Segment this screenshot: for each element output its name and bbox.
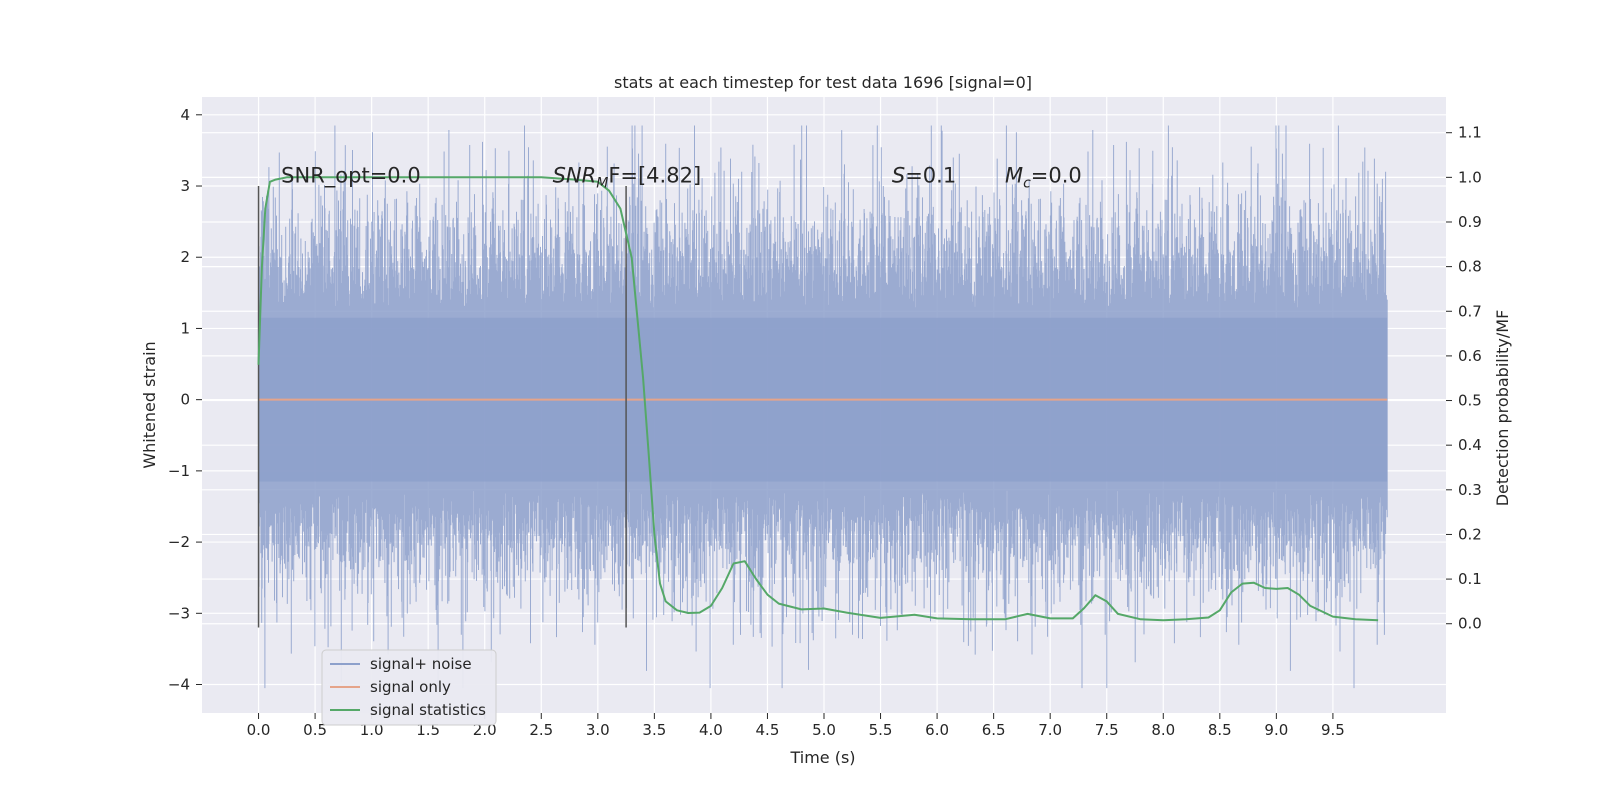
y-right-tick-label: 0.8 <box>1458 258 1482 276</box>
annotation-3: Mc=0.0 <box>1005 163 1082 191</box>
x-tick-label: 5.0 <box>812 721 836 739</box>
x-tick-label: 3.5 <box>642 721 666 739</box>
legend: signal+ noise signal only signal statistic… <box>321 649 497 726</box>
chart-title: stats at each timestep for test data 169… <box>614 73 1032 92</box>
y-left-tick-label: 4 <box>180 106 190 124</box>
y-left-tick-label: −3 <box>168 604 190 622</box>
y-left-tick-label: 0 <box>180 391 190 409</box>
y-left-axis-ticks: −4 −3 −2 −1 0 1 2 3 4 <box>168 106 202 694</box>
legend-label: signal statistics <box>370 701 486 719</box>
x-tick-label: 4.0 <box>699 721 723 739</box>
x-tick-label: 6.5 <box>982 721 1006 739</box>
y-right-tick-label: 0.2 <box>1458 525 1482 543</box>
x-tick-label: 0.5 <box>303 721 327 739</box>
x-tick-label: 9.5 <box>1321 721 1345 739</box>
y-left-tick-label: 1 <box>180 319 190 337</box>
legend-box <box>321 649 497 726</box>
x-tick-label: 8.0 <box>1151 721 1175 739</box>
y-left-tick-label: −2 <box>168 533 190 551</box>
y-right-tick-label: 0.7 <box>1458 302 1482 320</box>
y-right-tick-label: 1.0 <box>1458 168 1482 186</box>
y-left-tick-label: 3 <box>180 177 190 195</box>
x-tick-label: 7.5 <box>1095 721 1119 739</box>
x-tick-label: 7.0 <box>1038 721 1062 739</box>
x-tick-label: 2.5 <box>529 721 553 739</box>
y-right-axis-ticks: 0.0 0.1 0.2 0.3 0.4 0.5 0.6 0.7 0.8 0.9 1.0 1.1 <box>1446 124 1482 633</box>
y-right-tick-label: 0.4 <box>1458 436 1482 454</box>
x-tick-label: 9.0 <box>1264 721 1288 739</box>
annotation-part: =0.0 <box>1031 163 1082 187</box>
x-tick-label: 5.5 <box>869 721 893 739</box>
annotation-part: M <box>1005 163 1023 187</box>
y-right-tick-label: 0.1 <box>1458 570 1482 588</box>
vertical-markers <box>257 186 627 628</box>
x-tick-label: 0.0 <box>247 721 271 739</box>
y-right-axis-label: Detection probability/MF <box>1493 310 1512 507</box>
y-right-tick-label: 0.6 <box>1458 347 1482 365</box>
y-right-tick-label: 0.3 <box>1458 481 1482 499</box>
y-right-tick-label: 0.9 <box>1458 213 1482 231</box>
y-right-tick-label: 0.0 <box>1458 615 1482 633</box>
annotation-1: SNRMF=[4.82] <box>553 163 702 191</box>
annotation-part: c <box>1023 175 1031 191</box>
y-left-axis-label: Whitened strain <box>140 341 159 468</box>
y-left-tick-label: −4 <box>168 676 190 694</box>
annotation-part: SNR <box>553 163 597 187</box>
signal-statistics-line <box>257 176 1379 622</box>
legend-label: signal+ noise <box>370 655 472 673</box>
y-right-tick-label: 1.1 <box>1458 124 1482 142</box>
y-right-tick-label: 0.5 <box>1458 392 1482 410</box>
annotation-2: S=0.1 <box>892 163 956 187</box>
annotation-part: S <box>892 163 905 187</box>
x-tick-label: 6.0 <box>925 721 949 739</box>
x-tick-label: 4.5 <box>756 721 780 739</box>
y-left-tick-label: 2 <box>180 248 190 266</box>
series-signal-statistics <box>257 176 1379 622</box>
x-tick-label: 3.0 <box>586 721 610 739</box>
legend-label: signal only <box>370 678 451 696</box>
annotation-part: =0.1 <box>905 163 956 187</box>
annotation-part: M <box>596 175 608 191</box>
x-tick-label: 8.5 <box>1208 721 1232 739</box>
annotation-0: SNR_opt=0.0 <box>281 163 421 188</box>
plot-area: SNR_opt=0.0 SNRMF=[4.82] S=0.1 Mc=0.0 <box>202 97 1446 713</box>
y-left-tick-label: −1 <box>168 462 190 480</box>
annotation-part: F=[4.82] <box>608 163 701 187</box>
x-axis-label: Time (s) <box>789 748 855 767</box>
annotations: SNR_opt=0.0 SNRMF=[4.82] S=0.1 Mc=0.0 <box>281 163 1082 191</box>
